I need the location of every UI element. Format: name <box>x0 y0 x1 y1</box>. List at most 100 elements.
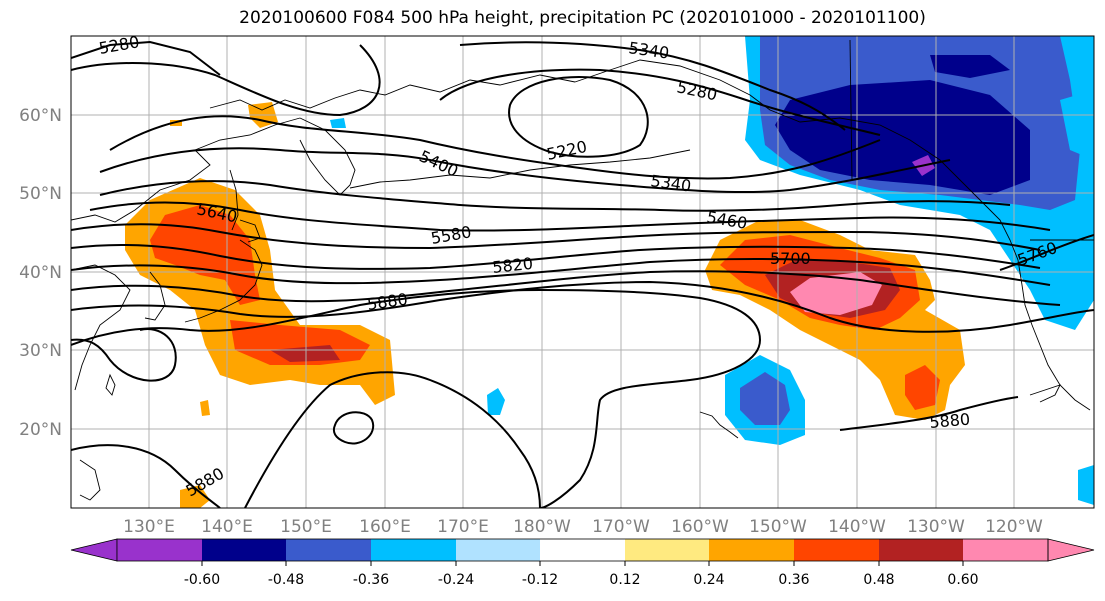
colorbar-segment <box>879 539 963 561</box>
coast-hawaii <box>699 411 739 439</box>
x-tick-label: 180°W <box>513 517 571 537</box>
contour-5760-e <box>999 234 1094 271</box>
y-tick-label: 50°N <box>19 184 62 204</box>
colorbar-label: 0.36 <box>778 572 809 588</box>
y-tick-label: 40°N <box>19 263 62 283</box>
contour-5460 <box>99 180 1011 212</box>
coast-mexico <box>1029 384 1061 403</box>
map-title: 2020100600 F084 500 hPa height, precipit… <box>239 8 926 28</box>
colorbar-label: 0.12 <box>609 572 640 588</box>
contour-5760 <box>71 270 1061 306</box>
contour-5580 <box>71 223 1041 251</box>
colorbar-extend-min <box>70 538 118 562</box>
pos-anomaly-pac-mid2 <box>905 365 940 410</box>
x-tick-label: 130°W <box>907 517 965 537</box>
contour-5880-sw <box>71 444 221 508</box>
neg-anomaly-sw <box>1060 90 1094 160</box>
contour-5880-south <box>244 371 541 508</box>
pos-anomaly-asia-dark <box>270 345 340 362</box>
x-tick-label: 120°W <box>985 517 1043 537</box>
y-tick-label: 30°N <box>19 341 62 361</box>
x-tick-labels: 130°E 140°E 150°E 160°E 170°E 180°W 170°… <box>123 517 1043 537</box>
contour-5280-center <box>439 68 881 136</box>
contour-5640 <box>71 243 1041 270</box>
coast-okhotsk <box>194 117 301 151</box>
coast-siberia <box>209 74 576 111</box>
coastlines <box>71 39 1094 501</box>
y-tick-labels: 60°N 50°N 40°N 30°N 20°N <box>19 106 62 440</box>
y-tick-label: 20°N <box>19 420 62 440</box>
contour-5880-main <box>71 288 762 508</box>
coast-alaska <box>574 59 986 206</box>
coast-china <box>71 264 131 391</box>
coast-sakhalin <box>229 169 239 231</box>
colorbar-label: -0.48 <box>268 572 304 588</box>
contour-label: 5700 <box>770 249 811 268</box>
contour-5820 <box>71 280 1094 333</box>
colorbar-segment <box>709 539 794 561</box>
contour-label: 5820 <box>491 254 533 277</box>
contour-label: 5880 <box>929 410 971 432</box>
contour-5520 <box>89 201 1051 232</box>
x-tick-label: 140°E <box>201 517 253 537</box>
height-contours <box>71 40 1094 508</box>
colorbar-label: -0.12 <box>522 572 558 588</box>
neg-anomaly-dark <box>775 80 1030 195</box>
precip-shading <box>125 36 1094 508</box>
coast-korea <box>144 271 166 321</box>
coast-hokkaido <box>239 219 261 243</box>
neg-anomaly-dark-top <box>930 55 1010 78</box>
x-tick-label: 140°W <box>828 517 886 537</box>
colorbar-segment <box>456 539 540 561</box>
coast-kamchatka <box>299 117 356 196</box>
colorbar-label: -0.24 <box>438 572 474 588</box>
pos-anomaly-south2 <box>200 400 210 416</box>
colorbar-label: -0.60 <box>184 572 220 588</box>
contour-5280-nw <box>71 40 221 76</box>
colorbar-segment <box>794 539 879 561</box>
x-tick-label: 160°W <box>671 517 729 537</box>
contour-5400 <box>99 147 951 194</box>
contour-5220 <box>508 76 649 158</box>
pos-anomaly-pac-pink <box>790 272 882 315</box>
coast-philippines <box>79 459 101 501</box>
colorbar-segment <box>286 539 371 561</box>
colorbar-segment <box>963 539 1048 561</box>
map-frame <box>70 35 1095 509</box>
colorbar-label: 0.48 <box>863 572 894 588</box>
neg-anomaly-small <box>487 388 505 415</box>
colorbar: -0.60 -0.48 -0.36 -0.24 -0.12 0.12 0.24 … <box>70 538 1095 588</box>
contour-5280-ring <box>71 44 381 117</box>
colorbar-label: -0.36 <box>353 572 389 588</box>
colorbar-extend-max <box>1047 538 1095 562</box>
x-tick-label: 130°E <box>123 517 175 537</box>
x-tick-label: 150°W <box>749 517 807 537</box>
contour-5700 <box>71 258 1051 286</box>
contour-5880-ring <box>71 328 177 382</box>
colorbar-segment <box>540 539 625 561</box>
x-tick-label: 150°E <box>280 517 332 537</box>
contour-5340-mid <box>109 115 881 180</box>
colorbar-segment <box>117 539 202 561</box>
coast-border1 <box>849 39 853 181</box>
colorbar-label: 0.24 <box>693 572 724 588</box>
colorbar-segment <box>371 539 456 561</box>
colorbar-segment <box>202 539 286 561</box>
coast-bc <box>984 204 1091 411</box>
colorbar-label: 0.60 <box>947 572 978 588</box>
colorbar-segment <box>625 539 709 561</box>
pos-anomaly-asia-mid <box>150 205 260 305</box>
colorbar-frame <box>116 538 1049 562</box>
contour-5880-east <box>839 396 1019 431</box>
x-tick-label: 170°W <box>592 517 650 537</box>
coast-asia-east <box>71 149 211 223</box>
neg-anomaly-tiny <box>330 118 346 128</box>
coast-taiwan <box>105 373 116 396</box>
coast-japan <box>184 239 263 323</box>
x-tick-label: 170°E <box>437 517 489 537</box>
contour-5880-small <box>332 411 375 445</box>
pos-anomaly-south <box>180 485 210 508</box>
y-tick-label: 60°N <box>19 106 62 126</box>
contour-5340-top <box>459 41 846 131</box>
